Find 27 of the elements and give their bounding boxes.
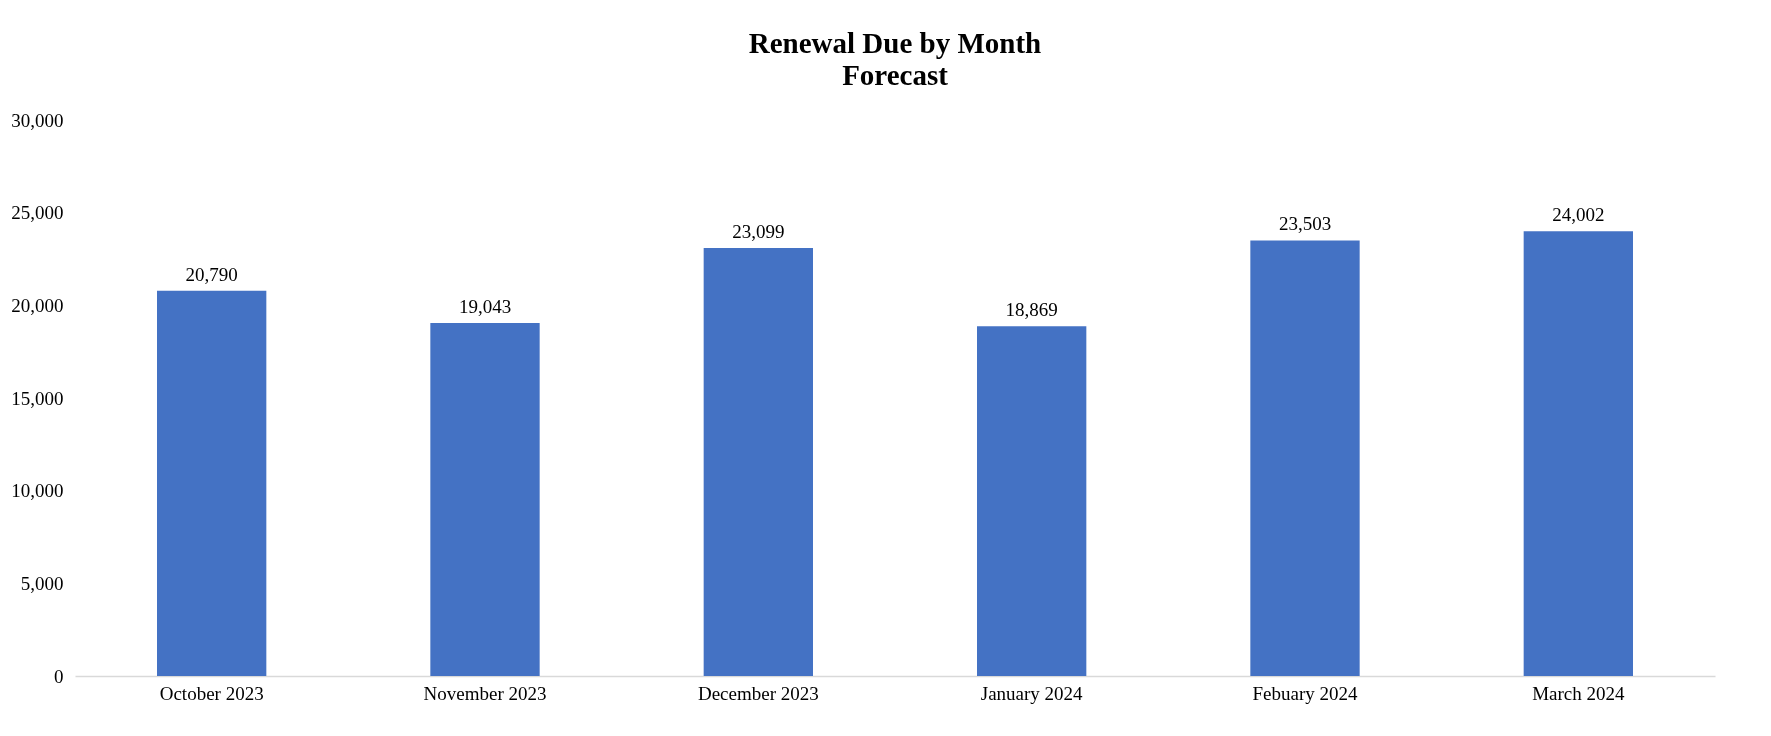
y-tick-label: 20,000 (11, 294, 64, 316)
chart-title: Renewal Due by Month (748, 27, 1042, 59)
y-tick-label: 5,000 (20, 572, 64, 594)
data-label: 23,503 (1278, 213, 1332, 235)
x-tick-label: Febuary 2024 (1252, 682, 1358, 704)
x-tick-label: October 2023 (159, 682, 264, 704)
x-tick-label: November 2023 (423, 682, 547, 704)
x-tick-label: December 2023 (697, 682, 819, 704)
y-tick-label: 30,000 (11, 109, 64, 131)
data-label: 24,002 (1552, 204, 1605, 226)
y-tick-label: 25,000 (11, 202, 64, 224)
x-tick-label: March 2024 (1532, 682, 1625, 704)
x-tick-label: January 2024 (980, 682, 1084, 704)
chart-subtitle: Forecast (842, 59, 949, 91)
data-label: 18,869 (1005, 299, 1058, 321)
bar (977, 326, 1087, 676)
bar (1250, 240, 1360, 676)
data-label: 19,043 (458, 296, 512, 318)
data-label: 20,790 (185, 263, 238, 285)
bar (157, 290, 267, 676)
data-label: 23,099 (732, 220, 785, 242)
y-tick-label: 0 (54, 665, 64, 687)
bar (430, 323, 540, 676)
y-tick-label: 10,000 (11, 480, 64, 502)
bar (1523, 231, 1633, 676)
bar (703, 247, 813, 676)
y-tick-label: 15,000 (11, 387, 64, 409)
